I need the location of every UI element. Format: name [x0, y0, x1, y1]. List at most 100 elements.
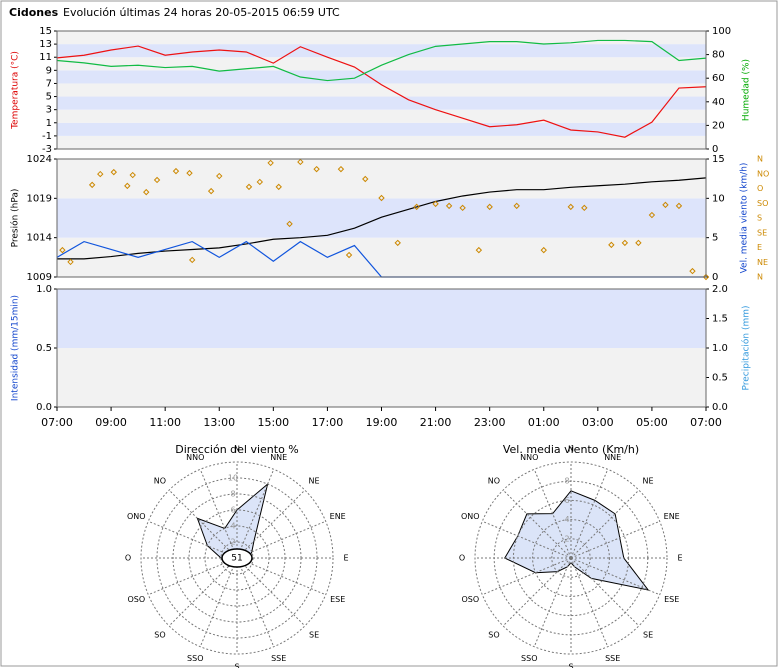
- r-tick-label: 6: [230, 506, 235, 515]
- direction-point: [540, 246, 547, 254]
- y2-tick-label: 5: [712, 233, 718, 244]
- spoke: [570, 489, 640, 559]
- direction-point: [486, 203, 493, 211]
- r-tick-label: 4: [564, 515, 569, 524]
- direction-label: SSO: [521, 654, 537, 663]
- direction-label: NNE: [270, 453, 287, 462]
- y-tick-label: 7: [46, 78, 52, 89]
- spoke: [482, 557, 572, 596]
- y2-tick-label: 0: [712, 272, 718, 283]
- y-axis-label: Presión (hPa): [10, 189, 21, 248]
- spoke: [236, 520, 326, 559]
- direction-point: [608, 241, 615, 249]
- spoke: [570, 557, 660, 596]
- y-tick-label: 9: [46, 65, 52, 76]
- r-tick-label: 2: [564, 534, 569, 543]
- plot-frame: [56, 158, 707, 278]
- direction-label: SSE: [605, 654, 620, 663]
- direction-label: NO: [154, 476, 166, 485]
- y2-tick-label: 15: [712, 154, 725, 165]
- spoke: [502, 557, 572, 627]
- direction-point: [143, 188, 150, 196]
- direction-point: [394, 239, 401, 247]
- spoke: [570, 557, 640, 627]
- direction-point: [286, 220, 293, 228]
- polar-title: Dirección del viento %: [175, 443, 299, 456]
- y-tick-label: 1014: [27, 233, 52, 244]
- direction-point: [362, 175, 369, 183]
- band: [57, 135, 706, 149]
- x-tick-label: 09:00: [95, 416, 127, 429]
- spoke: [570, 557, 609, 647]
- y-tick-label: 1019: [27, 193, 52, 204]
- direction-point: [189, 256, 196, 264]
- direction-point: [59, 246, 66, 254]
- direction-label: SE: [309, 631, 319, 640]
- direction-label: E: [343, 554, 348, 563]
- y-tick-label: 1024: [27, 154, 52, 165]
- direction-point: [445, 202, 453, 210]
- y2-axis-label: Humedad (%): [742, 59, 752, 121]
- direction-point: [689, 267, 696, 275]
- band: [57, 109, 706, 123]
- spoke: [482, 520, 572, 559]
- direction-point: [675, 202, 683, 210]
- series-line: [56, 39, 707, 82]
- r-tick-label: 6: [564, 496, 569, 505]
- y2-tick-label: 2.0: [712, 284, 728, 295]
- y-tick-label: 11: [39, 52, 52, 63]
- direction-label: N: [568, 445, 574, 454]
- spoke: [199, 469, 238, 559]
- spoke: [148, 557, 238, 596]
- y-tick-label: -1: [42, 131, 52, 142]
- direction-label: NNO: [186, 453, 204, 462]
- spoke: [236, 557, 275, 647]
- band: [57, 57, 706, 71]
- direction-label: S: [234, 663, 239, 668]
- spoke: [148, 520, 238, 559]
- direction-label: O: [125, 554, 131, 563]
- r-tick-label: 10: [228, 474, 238, 483]
- station-name: Cidones: [9, 6, 59, 19]
- direction-label: SSO: [187, 654, 203, 663]
- direction-label: ONO: [127, 512, 146, 521]
- spoke: [168, 557, 238, 627]
- band: [57, 159, 706, 199]
- direction-point: [581, 204, 588, 212]
- direction-point: [110, 168, 117, 176]
- direction-point: [124, 182, 131, 190]
- y2-tick-label: 100: [712, 26, 731, 37]
- direction-point: [635, 239, 642, 247]
- y3-tick-label: E: [757, 243, 762, 252]
- x-tick-label: 01:00: [528, 416, 560, 429]
- y2-tick-label: 10: [712, 193, 725, 204]
- direction-point: [337, 165, 345, 173]
- r-tick-label: 4: [230, 522, 235, 531]
- calm-circle: [221, 548, 253, 568]
- y2-tick-label: 20: [712, 120, 725, 131]
- y2-tick-label: 0: [712, 144, 718, 155]
- direction-point: [153, 176, 161, 184]
- x-tick-label: 03:00: [582, 416, 614, 429]
- y2-tick-label: 0.0: [712, 402, 728, 413]
- r-tick-label: 8: [230, 490, 235, 499]
- y-tick-label: 5: [46, 92, 52, 103]
- direction-label: OSO: [127, 595, 145, 604]
- y3-tick-label: N: [757, 155, 763, 164]
- spoke: [236, 469, 275, 559]
- y2-tick-label: 60: [712, 73, 725, 84]
- y-tick-label: 3: [46, 105, 52, 116]
- band: [57, 44, 706, 58]
- direction-point: [207, 187, 215, 195]
- y-axis-label: Intensidad (mm/15min): [11, 295, 21, 401]
- r-tick-label: 2: [230, 538, 235, 547]
- direction-label: SE: [643, 631, 653, 640]
- direction-point: [621, 239, 629, 247]
- spoke: [236, 557, 326, 596]
- x-tick-label: 07:00: [41, 416, 73, 429]
- direction-label: S: [568, 663, 573, 668]
- polar-outer-ring: [140, 461, 334, 655]
- direction-label: NNE: [604, 453, 621, 462]
